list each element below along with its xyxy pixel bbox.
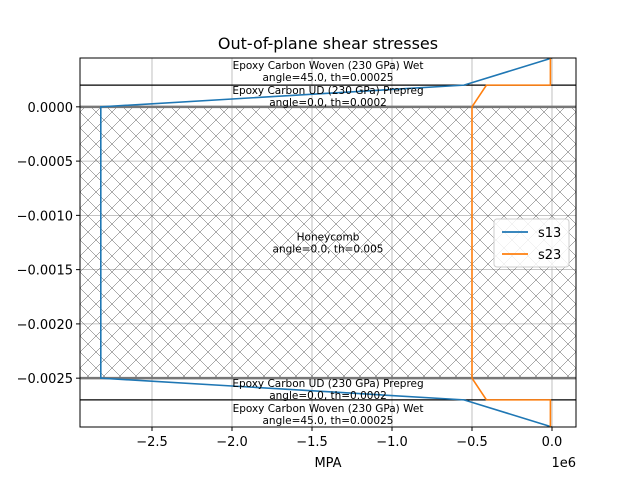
layer-detail-label: angle=45.0, th=0.00025 (263, 415, 394, 427)
layer-detail-label: angle=0.0, th=0.0002 (269, 390, 387, 402)
x-offset-label: 1e6 (551, 456, 576, 471)
layer-name-label: Epoxy Carbon Woven (230 GPa) Wet (233, 60, 424, 72)
plot-frame (79, 57, 577, 428)
x-tick-label: −2.5 (136, 435, 168, 450)
x-tick-label: −1.5 (296, 435, 328, 450)
series-line-s13 (100, 58, 553, 427)
layer-detail-label: angle=0.0, th=0.005 (273, 244, 384, 256)
y-tick-label: −0.0020 (17, 318, 73, 333)
x-tick-label: −0.5 (456, 435, 488, 450)
y-tick-label: 0.0000 (28, 101, 74, 116)
legend-label: s23 (538, 248, 561, 263)
series-line-s23 (471, 58, 552, 427)
series-lines (100, 58, 553, 427)
y-tick-label: −0.0005 (17, 155, 73, 170)
legend-box (493, 218, 570, 268)
y-axis: 0.0000 −0.0005 −0.0010 −0.0015 −0.0020 −0.002… (17, 101, 80, 387)
y-tick-label: −0.0015 (17, 264, 73, 279)
x-tick-label: −2.0 (216, 435, 248, 450)
layer-name-label: Epoxy Carbon UD (230 GPa) Prepreg (232, 378, 423, 390)
x-axis-label: MPA (314, 456, 341, 471)
x-tick-label: −1.0 (376, 435, 408, 450)
honeycomb-hatch (80, 106, 576, 379)
honeycomb-hatch-region (80, 106, 576, 379)
chart-title: Out-of-plane shear stresses (218, 34, 438, 53)
y-tick-label: −0.0025 (17, 372, 73, 387)
layer-detail-label: angle=45.0, th=0.00025 (263, 72, 394, 84)
x-axis: −2.5 −2.0 −1.5 −1.0 −0.5 0.0 (136, 427, 562, 450)
layer-name-label: Epoxy Carbon UD (230 GPa) Prepreg (232, 85, 423, 97)
x-tick-label: 0.0 (542, 435, 563, 450)
y-tick-label: −0.0010 (17, 209, 73, 224)
layer-labels: Epoxy Carbon Woven (230 GPa) Wetangle=45… (232, 60, 423, 427)
legend-label: s13 (538, 226, 561, 241)
layer-detail-label: angle=0.0, th=0.0002 (269, 97, 387, 109)
layer-name-label: Honeycomb (297, 232, 360, 244)
layer-name-label: Epoxy Carbon Woven (230 GPa) Wet (233, 403, 424, 415)
